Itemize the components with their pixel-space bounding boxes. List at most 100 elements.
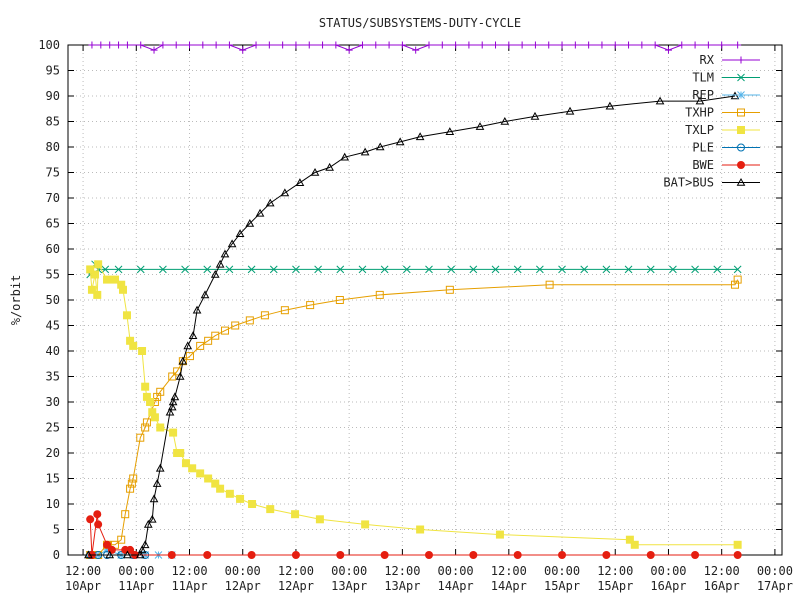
data-point-txlp <box>181 459 190 468</box>
data-point-txlp <box>150 413 159 422</box>
data-point-rx <box>678 41 686 49</box>
y-tick-label: 15 <box>46 472 60 486</box>
data-point-rx <box>704 41 712 49</box>
data-point-rx <box>412 46 420 54</box>
data-point-bat-bus <box>147 514 157 523</box>
data-point-txlp <box>111 275 120 284</box>
x-tick-date: 11Apr <box>171 579 207 593</box>
x-tick-time: 12:00 <box>171 564 207 578</box>
data-point-txhp <box>168 372 177 381</box>
data-point-rx <box>558 41 566 49</box>
data-point-bat-bus <box>245 218 255 227</box>
legend-marker-ple <box>737 143 745 152</box>
data-point-tlm <box>733 265 742 274</box>
data-point-rx <box>651 41 659 49</box>
y-tick-label: 75 <box>46 166 60 180</box>
data-point-bat-bus <box>178 356 188 365</box>
legend-label-rep: REP <box>692 88 714 102</box>
data-point-rx <box>239 46 247 54</box>
data-point-txlp <box>118 285 127 294</box>
x-tick-date: 15Apr <box>597 579 633 593</box>
data-point-bwe <box>336 551 345 559</box>
y-tick-label: 90 <box>46 89 60 103</box>
data-point-tlm <box>669 265 677 274</box>
data-point-bat-bus <box>149 494 159 503</box>
data-point-tlm <box>225 265 234 274</box>
legend-marker-bat-bus <box>736 177 746 186</box>
data-point-tlm <box>691 265 699 274</box>
y-tick-label: 35 <box>46 370 60 384</box>
data-point-txlp <box>196 469 205 478</box>
x-tick-date: 14Apr <box>491 579 527 593</box>
x-tick-date: 12Apr <box>278 579 314 593</box>
data-point-bwe <box>691 551 700 559</box>
data-point-bwe <box>93 510 102 519</box>
data-point-bat-bus <box>475 122 485 130</box>
data-point-rx <box>611 41 619 49</box>
data-point-txlp <box>87 285 96 294</box>
data-point-bwe <box>733 551 742 559</box>
data-point-txhp <box>142 418 151 427</box>
series-line-txhp <box>90 279 739 556</box>
data-point-txhp <box>211 331 220 340</box>
data-point-rx <box>664 46 672 54</box>
series-txhp <box>86 275 742 559</box>
data-point-bat-bus <box>135 550 145 559</box>
data-point-bat-bus <box>500 116 510 125</box>
data-point-bat-bus <box>265 198 275 207</box>
y-tick-label: 95 <box>46 64 60 78</box>
data-point-bat-bus <box>295 178 305 186</box>
x-tick-date: 17Apr <box>757 579 793 593</box>
data-point-bwe <box>167 551 176 559</box>
data-point-rx <box>212 41 220 49</box>
data-point-rx <box>123 41 131 49</box>
data-point-bat-bus <box>188 331 198 339</box>
data-point-txhp <box>306 301 315 310</box>
data-point-rx <box>97 41 105 49</box>
series-line-tlm <box>89 263 738 275</box>
data-point-txlp <box>122 311 131 320</box>
chart-title: STATUS/SUBSYSTEMS-DUTY-CYCLE <box>319 16 521 30</box>
data-point-bwe <box>646 551 655 559</box>
data-point-rx <box>505 41 513 49</box>
data-point-rx <box>106 41 114 49</box>
y-tick-label: 70 <box>46 191 60 205</box>
y-tick-label: 10 <box>46 497 60 511</box>
data-point-rx <box>159 41 167 49</box>
data-point-txlp <box>236 494 245 503</box>
data-point-tlm <box>269 265 278 274</box>
data-point-txhp <box>156 387 165 396</box>
data-point-rx <box>172 41 180 49</box>
data-point-bat-bus <box>170 392 180 401</box>
data-point-rx <box>305 41 313 49</box>
x-tick-date: 14Apr <box>438 579 474 593</box>
data-point-tlm <box>558 265 566 274</box>
data-point-rx <box>358 41 366 49</box>
data-point-tlm <box>602 265 611 274</box>
x-tick-date: 16Apr <box>704 579 740 593</box>
data-point-bat-bus <box>143 519 153 528</box>
data-point-rx <box>571 41 579 49</box>
x-tick-date: 13Apr <box>331 579 367 593</box>
data-point-bat-bus <box>200 290 210 299</box>
x-tick-date: 15Apr <box>544 579 580 593</box>
data-point-txlp <box>138 347 147 355</box>
data-point-txhp <box>204 336 213 345</box>
data-point-bwe <box>380 551 389 559</box>
x-tick-time: 00:00 <box>118 564 154 578</box>
data-point-bat-bus <box>105 550 115 559</box>
data-point-txhp <box>375 290 384 299</box>
data-point-bat-bus <box>215 259 225 268</box>
data-point-rx <box>292 41 300 49</box>
data-point-tlm <box>513 265 522 274</box>
data-point-tlm <box>203 265 212 274</box>
series-line-txlp <box>89 262 738 546</box>
data-point-bat-bus <box>280 188 290 197</box>
data-point-rx <box>585 41 593 49</box>
data-point-rx <box>265 41 273 49</box>
data-point-rx <box>625 41 633 49</box>
data-point-rx <box>385 41 393 49</box>
data-point-txlp <box>169 428 178 437</box>
data-point-bat-bus <box>255 208 265 217</box>
series-line-rx <box>91 44 738 51</box>
